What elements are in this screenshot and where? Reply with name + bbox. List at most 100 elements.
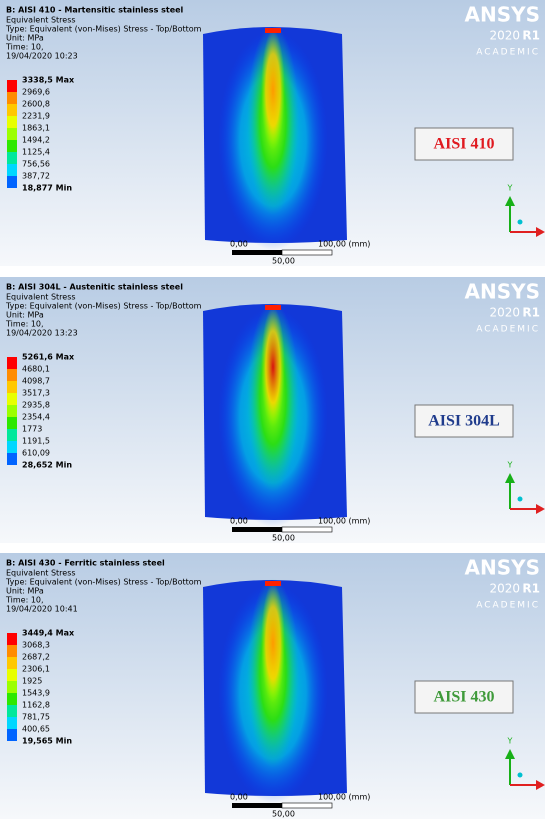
contour [261, 583, 285, 703]
legend-swatch [7, 657, 17, 669]
result-info: Equivalent Stress [6, 569, 76, 578]
legend-value: 4680,1 [22, 365, 50, 374]
legend-value: 400,65 [22, 725, 50, 734]
legend-swatch [7, 369, 17, 381]
legend-swatch [7, 152, 17, 164]
result-title: B: AISI 410 - Martensitic stainless stee… [6, 6, 184, 15]
scale-label: 0,00 [230, 517, 248, 526]
legend-swatch [7, 80, 17, 92]
logo: ANSYS [464, 556, 540, 580]
legend-value: 19,565 Min [22, 737, 72, 746]
legend-value: 5261,6 Max [22, 353, 75, 362]
legend-value: 3068,3 [22, 641, 50, 650]
legend-value: 2354,4 [22, 413, 50, 422]
legend-swatch [7, 441, 17, 453]
scale-bar [282, 803, 332, 808]
version-year: 2020 [489, 306, 520, 320]
result-info: Time: 10, [5, 43, 44, 52]
axis-z [518, 497, 523, 502]
scale-label: 100,00 (mm) [318, 517, 370, 526]
scale-label: 50,00 [272, 810, 295, 819]
logo: ANSYS [464, 280, 540, 304]
version-release: R1 [522, 306, 540, 320]
result-info: Unit: MPa [6, 311, 44, 320]
scale-bar [232, 527, 282, 532]
legend-value: 781,75 [22, 713, 50, 722]
scale-bar [282, 250, 332, 255]
legend-swatch [7, 729, 17, 741]
contour [265, 28, 281, 33]
legend-swatch [7, 381, 17, 393]
result-title: B: AISI 430 - Ferritic stainless steel [6, 559, 165, 568]
legend-swatch [7, 357, 17, 369]
axis-label: Y [507, 461, 513, 470]
axis-label: Y [507, 737, 513, 746]
edition: ACADEMIC [476, 325, 540, 335]
scale-bar [232, 250, 282, 255]
legend-swatch [7, 633, 17, 645]
legend-swatch [7, 717, 17, 729]
legend-value: 3449,4 Max [22, 629, 75, 638]
scale-label: 100,00 (mm) [318, 793, 370, 802]
contour [265, 305, 281, 310]
result-info: 19/04/2020 10:23 [6, 52, 78, 61]
result-info: Unit: MPa [6, 34, 44, 43]
legend-swatch [7, 393, 17, 405]
result-panel: B: AISI 430 - Ferritic stainless steelEq… [0, 553, 545, 819]
legend-value: 2306,1 [22, 665, 50, 674]
legend-value: 1125,4 [22, 148, 50, 157]
legend-swatch [7, 92, 17, 104]
legend-value: 1162,8 [22, 701, 50, 710]
legend-value: 1494,2 [22, 136, 50, 145]
viewport: B: AISI 304L - Austenitic stainless stee… [0, 277, 545, 543]
legend-swatch [7, 669, 17, 681]
axis-z [518, 773, 523, 778]
legend-swatch [7, 681, 17, 693]
scale-label: 0,00 [230, 240, 248, 249]
page: {"panels":[ {"title":"B: AISI 410 - Mart… [0, 0, 545, 819]
scale-bar [282, 527, 332, 532]
legend-value: 3338,5 Max [22, 76, 75, 85]
version-release: R1 [522, 582, 540, 596]
material-label: AISI 410 [434, 136, 495, 153]
legend-value: 4098,7 [22, 377, 50, 386]
legend-value: 28,652 Min [22, 461, 72, 470]
legend-swatch [7, 104, 17, 116]
contour [261, 307, 285, 427]
result-info: Unit: MPa [6, 587, 44, 596]
result-info: Equivalent Stress [6, 293, 76, 302]
legend-value: 18,877 Min [22, 184, 72, 193]
legend-value: 1925 [22, 677, 42, 686]
viewport: B: AISI 430 - Ferritic stainless steelEq… [0, 553, 545, 819]
result-title: B: AISI 304L - Austenitic stainless stee… [6, 283, 183, 292]
legend-swatch [7, 417, 17, 429]
legend-swatch [7, 693, 17, 705]
contour [265, 581, 281, 586]
legend-value: 1773 [22, 425, 42, 434]
scale-label: 0,00 [230, 793, 248, 802]
contour [261, 30, 285, 150]
legend-swatch [7, 429, 17, 441]
legend-value: 387,72 [22, 172, 50, 181]
result-info: Equivalent Stress [6, 16, 76, 25]
scale-label: 100,00 (mm) [318, 240, 370, 249]
result-panel: B: AISI 410 - Martensitic stainless stee… [0, 0, 545, 266]
legend-swatch [7, 116, 17, 128]
scale-bar [232, 803, 282, 808]
legend-swatch [7, 705, 17, 717]
result-panel: B: AISI 304L - Austenitic stainless stee… [0, 277, 545, 543]
legend-swatch [7, 645, 17, 657]
result-info: Type: Equivalent (von-Mises) Stress - To… [5, 25, 202, 34]
legend-value: 2935,8 [22, 401, 50, 410]
result-info: Type: Equivalent (von-Mises) Stress - To… [5, 578, 202, 587]
scale-label: 50,00 [272, 257, 295, 266]
material-label: AISI 304L [428, 413, 500, 430]
legend-value: 1543,9 [22, 689, 50, 698]
result-info: 19/04/2020 13:23 [6, 329, 78, 338]
legend-swatch [7, 176, 17, 188]
result-info: Time: 10, [5, 320, 44, 329]
legend-value: 610,09 [22, 449, 50, 458]
legend-value: 2231,9 [22, 112, 50, 121]
edition: ACADEMIC [476, 601, 540, 611]
legend-value: 2600,8 [22, 100, 50, 109]
